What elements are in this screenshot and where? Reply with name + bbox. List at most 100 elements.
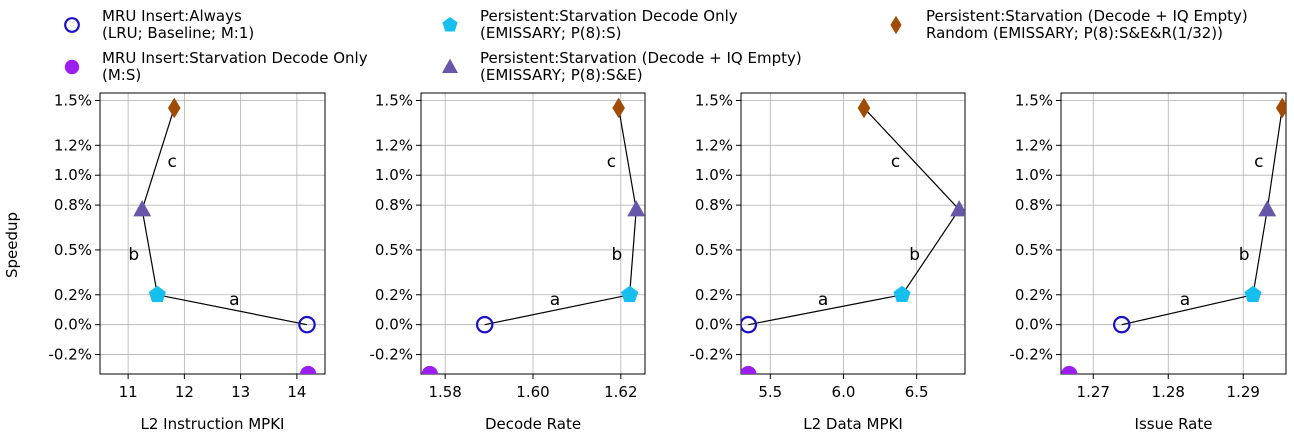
connector-c xyxy=(141,107,175,210)
y-tick-label: 0.0% xyxy=(375,316,413,334)
legend-marker-circle-open xyxy=(64,17,80,33)
plot-frame xyxy=(740,92,966,375)
connector-label-c: c xyxy=(168,152,177,172)
x-tick-label: 12 xyxy=(175,383,194,401)
connector-label-b: b xyxy=(128,245,139,265)
connector-a xyxy=(1121,294,1254,326)
connector-label-a: a xyxy=(818,290,828,310)
connector-label-b: b xyxy=(909,245,920,265)
legend-line-2: (EMISSARY; P(8):S&E) xyxy=(480,66,643,84)
grid xyxy=(421,93,645,374)
legend-pentagon-icon xyxy=(442,17,458,32)
y-tick-label: 1.2% xyxy=(375,136,413,154)
connector-label-c: c xyxy=(607,152,616,172)
legend-text: Persistent:Starvation (Decode + IQ Empty… xyxy=(480,50,802,84)
point-pers-iq xyxy=(627,200,645,217)
x-tick-label: 1.27 xyxy=(1077,383,1110,401)
x-tick-label: 1.29 xyxy=(1227,383,1260,401)
legend-line-2: Random (EMISSARY; P(8):S&E&R(1/32)) xyxy=(926,24,1223,42)
point-mru-always xyxy=(741,315,758,334)
y-tick-label: 0.8% xyxy=(375,196,413,214)
y-tick-label: 1.2% xyxy=(1015,136,1053,154)
legend-circle-open-icon xyxy=(64,17,80,33)
point-pers-rand xyxy=(167,97,181,119)
y-tick-label: 1.0% xyxy=(1015,166,1053,184)
legend-line-1: Persistent:Starvation Decode Only xyxy=(480,7,738,25)
y-tick-label: 0.2% xyxy=(1015,286,1053,304)
connector-label-b: b xyxy=(612,245,623,265)
point-pers-rand xyxy=(612,97,625,119)
point-mru-starv xyxy=(300,365,317,374)
y-tick-label: 1.5% xyxy=(375,91,413,109)
x-tick-label: 14 xyxy=(287,383,306,401)
y-tick-label: 1.5% xyxy=(1015,91,1053,109)
legend-marker-diamond xyxy=(890,15,902,35)
grid xyxy=(1061,93,1286,374)
connector-a xyxy=(157,294,308,326)
point-pers-decode xyxy=(1244,285,1262,303)
y-tick-label: 0.0% xyxy=(54,316,92,334)
y-tick-label: 1.2% xyxy=(54,136,92,154)
x-axis-label: Issue Rate xyxy=(1135,415,1213,433)
x-tick-label: 6.5 xyxy=(905,383,929,401)
x-axis-label: Decode Rate xyxy=(485,415,581,433)
legend-marker-pentagon xyxy=(442,17,458,32)
legend: MRU Insert:Always (LRU; Baseline; M:1) MRU… xyxy=(0,0,1294,90)
plot-content xyxy=(741,97,965,374)
connector-a xyxy=(484,294,630,326)
point-mru-always xyxy=(475,315,494,334)
y-tick-label: 0.5% xyxy=(375,241,413,259)
connector-c xyxy=(1266,107,1283,210)
x-axis-label: L2 Data MPKI xyxy=(803,415,903,433)
connector-c xyxy=(618,107,637,210)
legend-marker-triangle xyxy=(442,58,458,73)
connector-c xyxy=(863,107,960,210)
legend-line-1: Persistent:Starvation (Decode + IQ Empty… xyxy=(480,49,802,67)
connector-b xyxy=(1252,209,1268,295)
legend-text: MRU Insert:Starvation Decode Only (M:S) xyxy=(102,50,368,84)
x-tick-label: 5.5 xyxy=(758,383,782,401)
y-tick-label: 0.5% xyxy=(695,241,733,259)
y-tick-label: 0.2% xyxy=(54,286,92,304)
legend-text: Persistent:Starvation (Decode + IQ Empty… xyxy=(926,8,1248,42)
grid xyxy=(741,93,965,374)
plot-content xyxy=(421,97,645,374)
plot-content xyxy=(133,97,317,374)
point-pers-iq xyxy=(133,200,152,217)
legend-line-1: MRU Insert:Starvation Decode Only xyxy=(102,49,368,67)
connector-b xyxy=(629,209,637,295)
y-tick-label: -0.2% xyxy=(689,346,733,364)
y-tick-label: 0.8% xyxy=(54,196,92,214)
connector-label-c: c xyxy=(891,152,900,172)
y-tick-label: 0.2% xyxy=(375,286,413,304)
legend-diamond-icon xyxy=(890,15,902,35)
y-tick-label: 1.0% xyxy=(375,166,413,184)
y-tick-label: 0.2% xyxy=(695,286,733,304)
y-tick-label: 0.0% xyxy=(1015,316,1053,334)
connector-b xyxy=(141,209,158,295)
legend-text: MRU Insert:Always (LRU; Baseline; M:1) xyxy=(102,8,254,42)
point-mru-starv xyxy=(741,365,757,374)
y-tick-label: 0.5% xyxy=(1015,241,1053,259)
point-pers-rand xyxy=(1275,97,1286,119)
x-tick-label: 1.62 xyxy=(604,383,637,401)
x-tick-label: 1.28 xyxy=(1152,383,1185,401)
y-tick-label: 1.5% xyxy=(695,91,733,109)
plot-content xyxy=(1061,97,1286,374)
point-pers-decode xyxy=(148,285,166,303)
legend-line-1: MRU Insert:Always xyxy=(102,7,242,25)
point-pers-decode xyxy=(621,285,639,303)
x-tick-label: 6.0 xyxy=(832,383,856,401)
connector-a xyxy=(748,294,903,326)
connector-label-a: a xyxy=(550,290,560,310)
y-tick-label: -0.2% xyxy=(1009,346,1053,364)
legend-circle-icon xyxy=(64,59,80,75)
connector-label-b: b xyxy=(1239,245,1250,265)
legend-marker-circle xyxy=(64,59,80,75)
y-tick-label: 0.8% xyxy=(1015,196,1053,214)
point-mru-always xyxy=(298,315,316,334)
